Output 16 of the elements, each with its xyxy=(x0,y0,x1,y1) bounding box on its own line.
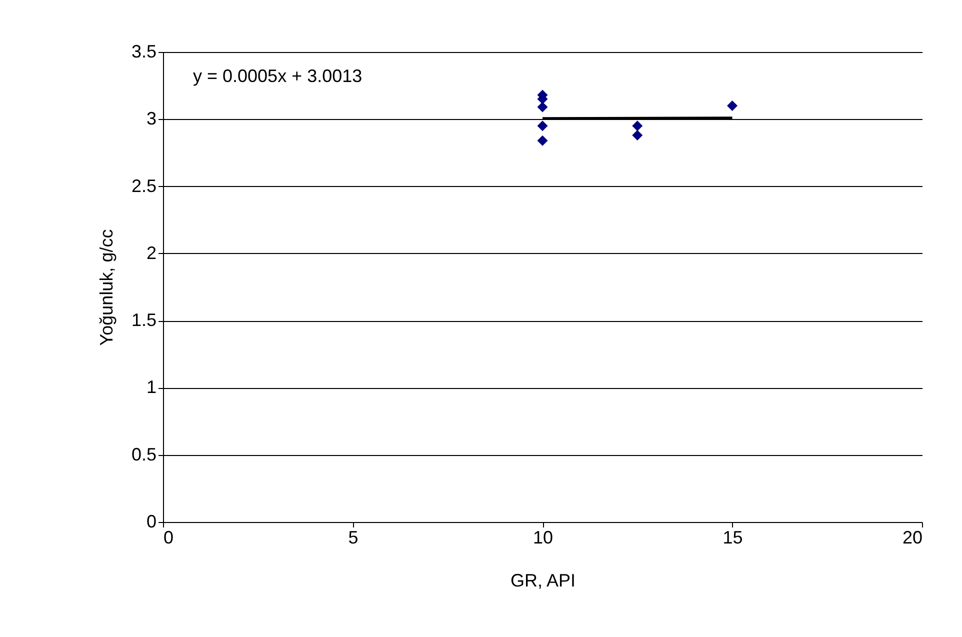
x-axis-title: GR, API xyxy=(510,570,576,590)
x-tick-label: 15 xyxy=(722,528,743,548)
x-tick-label: 0 xyxy=(164,528,174,548)
y-tick-label: 3 xyxy=(146,108,156,129)
y-tick-label: 2.5 xyxy=(131,176,156,196)
x-tick-label: 20 xyxy=(902,528,922,548)
x-tick-label: 10 xyxy=(532,528,554,548)
y-tick-label: 1 xyxy=(146,377,156,398)
annotation: y = 0.0005x + 3.0013 xyxy=(193,66,362,86)
x-tick-label: 5 xyxy=(348,528,358,548)
y-tick-label: 0 xyxy=(146,512,156,532)
y-tick-label: 2 xyxy=(146,242,156,263)
y-tick-label: 1.5 xyxy=(131,310,156,330)
y-tick-label: 3.5 xyxy=(131,42,156,62)
y-axis-title: Yoğunluk, g/cc xyxy=(96,229,116,346)
y-tick-label: 0.5 xyxy=(131,444,156,464)
